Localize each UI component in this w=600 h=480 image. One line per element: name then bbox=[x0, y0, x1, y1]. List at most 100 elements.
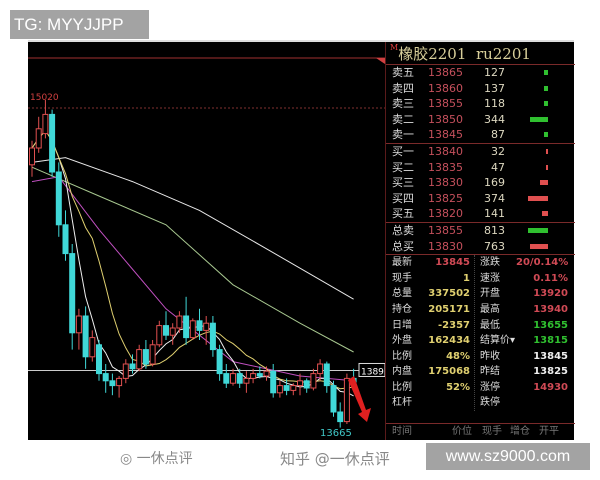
candle-down bbox=[69, 253, 76, 334]
stat-value: -2357 bbox=[438, 319, 470, 331]
stat-row: 比例 48% 昨收 13845 bbox=[386, 349, 575, 365]
level-volume: 813 bbox=[484, 223, 505, 237]
level-volume: 32 bbox=[491, 144, 505, 158]
stat-row: 比例 52% 涨停 14930 bbox=[386, 380, 575, 396]
stat-label: 比例 bbox=[392, 350, 412, 362]
stat-label: 跌停 bbox=[480, 397, 500, 409]
level-label: 买一 bbox=[392, 144, 414, 158]
level-volume: 118 bbox=[484, 97, 505, 111]
candle-down bbox=[323, 363, 330, 387]
level-volume: 374 bbox=[484, 191, 505, 205]
order-row[interactable]: 买五 13820 141 bbox=[386, 206, 575, 222]
col-hand: 现手 bbox=[482, 426, 502, 437]
trading-window: 15020 13665 13893 M橡胶2201 ru2201 卖五 13865 … bbox=[28, 42, 575, 440]
order-row[interactable]: 买四 13825 374 bbox=[386, 191, 575, 207]
candle-up bbox=[29, 147, 35, 166]
order-row[interactable]: 卖二 13850 344 bbox=[386, 112, 575, 128]
col-oc: 开平 bbox=[539, 426, 559, 437]
level-volume: 137 bbox=[484, 81, 505, 95]
order-row[interactable]: 总卖 13855 813 bbox=[386, 223, 575, 239]
order-book-panel: M橡胶2201 ru2201 卖五 13865 127 卖四 13860 137… bbox=[385, 42, 575, 440]
stat-value: 48% bbox=[446, 350, 470, 362]
quote-stats: 最新 13845 涨跌 20/0.14% 现手 1 速涨 0.11% 总量 33… bbox=[386, 254, 575, 412]
volume-bar bbox=[530, 116, 548, 122]
stat-label: 杠杆 bbox=[392, 397, 412, 409]
totals-list: 总卖 13855 813 总买 13830 763 bbox=[386, 221, 575, 255]
order-row[interactable]: 卖四 13860 137 bbox=[386, 81, 575, 97]
candle-down bbox=[256, 373, 263, 377]
candle-up bbox=[176, 315, 183, 329]
stat-value: 13845 bbox=[435, 257, 470, 269]
high-price-label: 15020 bbox=[30, 93, 59, 103]
order-row[interactable]: 买一 13840 32 bbox=[386, 144, 575, 160]
order-row[interactable]: 总买 13830 763 bbox=[386, 239, 575, 255]
candle-down bbox=[142, 349, 149, 365]
candle-up bbox=[250, 373, 257, 379]
level-label: 总卖 bbox=[392, 223, 414, 237]
candle-up bbox=[75, 315, 82, 334]
stat-label: 昨结 bbox=[480, 366, 500, 378]
order-row[interactable]: 卖三 13855 118 bbox=[386, 96, 575, 112]
stat-value: 175068 bbox=[428, 366, 470, 378]
current-price-label: 13893 bbox=[361, 367, 385, 377]
stat-value: 13815 bbox=[533, 335, 568, 347]
watermark-site: www.sz9000.com bbox=[426, 443, 590, 470]
low-price-label: 13665 bbox=[320, 428, 352, 439]
col-time: 时间 bbox=[392, 426, 412, 437]
stat-value: 337502 bbox=[428, 288, 470, 300]
stat-row: 现手 1 速涨 0.11% bbox=[386, 271, 575, 287]
stat-label: 最高 bbox=[480, 303, 500, 315]
level-label: 总买 bbox=[392, 239, 414, 253]
level-volume: 344 bbox=[484, 112, 505, 126]
stat-row: 最新 13845 涨跌 20/0.14% bbox=[386, 255, 575, 271]
stat-row: 日增 -2357 最低 13655 bbox=[386, 318, 575, 334]
candle-up bbox=[203, 322, 210, 331]
level-price: 13855 bbox=[428, 97, 463, 111]
level-price: 13825 bbox=[428, 191, 463, 205]
level-price: 13840 bbox=[428, 144, 463, 158]
order-row[interactable]: 买二 13835 47 bbox=[386, 160, 575, 176]
candlestick-chart[interactable]: 15020 13665 13893 bbox=[28, 42, 385, 440]
col-price: 价位 bbox=[452, 426, 472, 437]
weibo-text: 一休点评 bbox=[136, 451, 193, 467]
stat-value: 13655 bbox=[533, 319, 568, 331]
candle-down bbox=[55, 171, 62, 226]
stat-value: 14930 bbox=[533, 381, 568, 393]
order-row[interactable]: 买三 13830 169 bbox=[386, 175, 575, 191]
order-row[interactable]: 卖一 13845 87 bbox=[386, 127, 575, 143]
stat-label: 结算价▾ bbox=[480, 335, 516, 347]
candle-down bbox=[82, 315, 89, 358]
tick-table-header: 时间 价位 现手 增仓 开平 bbox=[386, 423, 575, 440]
volume-bar bbox=[546, 148, 548, 154]
moving-average-line bbox=[31, 157, 354, 300]
stat-label: 涨停 bbox=[480, 381, 500, 393]
candle-down bbox=[283, 385, 290, 391]
candle-up bbox=[122, 363, 129, 379]
instrument-code: ru2201 bbox=[475, 45, 531, 63]
stat-row: 持仓 205171 最高 13940 bbox=[386, 302, 575, 318]
stat-label: 持仓 bbox=[392, 303, 412, 315]
candle-up bbox=[42, 113, 49, 135]
level-label: 卖二 bbox=[392, 112, 414, 126]
candle-up bbox=[136, 349, 143, 370]
stat-label: 总量 bbox=[392, 288, 412, 300]
candle-down bbox=[236, 373, 243, 384]
stat-label: 最新 bbox=[392, 257, 412, 269]
candle-up bbox=[290, 385, 297, 391]
level-price: 13860 bbox=[428, 81, 463, 95]
watermark-tg: TG: MYYJJPP bbox=[10, 10, 149, 39]
level-label: 买五 bbox=[392, 207, 414, 221]
candle-down bbox=[270, 370, 277, 394]
candle-up bbox=[263, 370, 270, 377]
candle-up bbox=[156, 325, 163, 346]
candle-down bbox=[337, 411, 344, 423]
candle-up bbox=[276, 385, 283, 394]
stat-label: 速涨 bbox=[480, 272, 500, 284]
instrument-name: 橡胶2201 bbox=[398, 45, 467, 63]
candle-down bbox=[209, 322, 216, 351]
candle-down bbox=[102, 373, 109, 382]
stat-label: 涨跌 bbox=[480, 257, 500, 269]
stat-label: 外盘 bbox=[392, 335, 412, 347]
stat-row: 外盘 162434 结算价▾ 13815 bbox=[386, 333, 575, 349]
order-row[interactable]: 卖五 13865 127 bbox=[386, 65, 575, 81]
